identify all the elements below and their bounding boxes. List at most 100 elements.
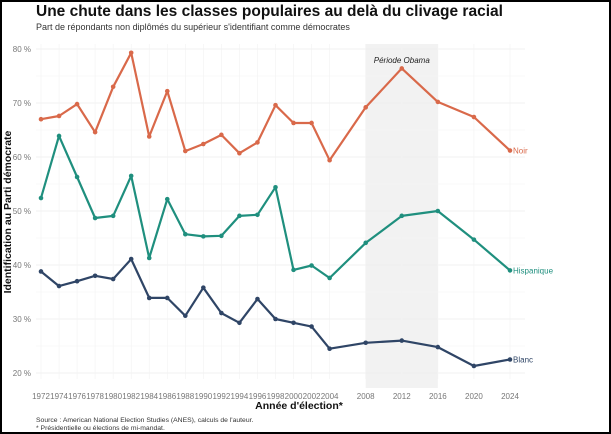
x-tick-label: 2002 <box>303 392 321 401</box>
x-tick-label: 2008 <box>357 392 375 401</box>
data-point-blanc <box>56 283 62 289</box>
data-point-blanc <box>201 285 206 290</box>
y-tick-label: 60 % <box>13 153 31 162</box>
data-point-hispanique <box>164 196 170 202</box>
chart-subtitle: Part de répondants non diplômés du supér… <box>36 22 350 32</box>
data-point-blanc <box>219 310 224 316</box>
data-point-blanc <box>38 269 44 274</box>
data-point-noir <box>110 84 116 90</box>
data-point-blanc <box>110 276 116 282</box>
data-point-blanc <box>309 324 314 329</box>
x-tick-label: 2012 <box>393 392 411 401</box>
data-point-blanc <box>273 316 278 322</box>
x-tick-label: 1978 <box>86 392 104 401</box>
x-tick-label: 2000 <box>285 392 303 401</box>
data-point-noir <box>471 114 477 120</box>
x-tick-label: 2020 <box>465 392 483 401</box>
x-tick-label: 1972 <box>32 392 50 401</box>
series-label-noir: Noir <box>513 147 528 156</box>
data-point-blanc <box>291 320 296 326</box>
y-tick-label: 20 % <box>13 369 31 378</box>
data-point-hispanique <box>128 173 134 179</box>
data-point-blanc <box>255 296 260 302</box>
data-point-hispanique <box>183 231 188 237</box>
data-point-noir <box>38 116 44 122</box>
data-point-noir <box>74 101 80 107</box>
data-point-blanc <box>399 338 405 343</box>
data-point-noir <box>237 150 242 156</box>
x-tick-label: 2024 <box>501 392 519 401</box>
data-point-hispanique <box>110 213 116 219</box>
y-tick-label: 40 % <box>13 261 31 270</box>
x-tick-label: 1986 <box>158 392 176 401</box>
data-point-hispanique <box>146 255 152 261</box>
data-point-noir <box>363 105 368 110</box>
data-point-noir <box>435 99 441 105</box>
x-tick-label: 1984 <box>140 392 158 401</box>
data-point-noir <box>219 132 224 138</box>
data-point-hispanique <box>92 215 98 221</box>
footnote-text: * Présidentielle ou élections de mi-mand… <box>36 424 165 432</box>
x-tick-label: 1982 <box>122 392 140 401</box>
data-point-blanc <box>327 346 332 352</box>
y-axis-title: Identification au Parti démocrate <box>2 130 14 294</box>
x-tick-label: 1996 <box>249 392 267 401</box>
series-label-hispanique: Hispanique <box>513 266 554 275</box>
x-tick-label: 1992 <box>212 392 230 401</box>
data-point-noir <box>255 140 260 145</box>
data-point-noir <box>128 50 134 56</box>
data-point-noir <box>291 120 296 126</box>
data-point-blanc <box>435 344 441 350</box>
data-point-blanc <box>164 295 170 301</box>
data-point-hispanique <box>507 268 513 273</box>
x-tick-label: 1988 <box>176 392 194 401</box>
source-text: Source : American National Election Stud… <box>36 417 254 424</box>
data-point-hispanique <box>219 233 224 239</box>
data-point-blanc <box>237 320 242 326</box>
data-point-blanc <box>471 363 477 369</box>
data-point-noir <box>164 88 170 94</box>
data-point-hispanique <box>363 240 368 246</box>
y-tick-label: 50 % <box>13 207 31 216</box>
data-point-hispanique <box>327 275 332 281</box>
x-tick-label: 1976 <box>68 392 86 401</box>
data-point-noir <box>309 120 314 126</box>
series-label-blanc: Blanc <box>513 356 533 365</box>
x-tick-label: 1974 <box>50 392 68 401</box>
data-point-hispanique <box>309 263 314 268</box>
data-point-hispanique <box>273 184 278 190</box>
y-tick-label: 80 % <box>13 45 31 54</box>
data-point-noir <box>327 157 332 163</box>
series-line-blanc <box>39 258 512 368</box>
data-point-hispanique <box>255 212 260 218</box>
data-point-hispanique <box>399 213 405 219</box>
data-point-hispanique <box>291 267 296 273</box>
y-tick-label: 70 % <box>13 99 31 108</box>
data-point-hispanique <box>435 208 441 214</box>
y-tick-label: 30 % <box>13 315 31 324</box>
data-point-noir <box>56 113 62 119</box>
data-point-hispanique <box>74 174 80 180</box>
x-tick-label: 2016 <box>429 392 447 401</box>
x-axis-title: Année d'élection* <box>255 400 343 412</box>
data-point-noir <box>507 148 513 153</box>
data-point-noir <box>399 66 405 71</box>
data-point-noir <box>201 141 206 147</box>
data-point-hispanique <box>38 195 44 201</box>
data-point-noir <box>183 148 188 154</box>
data-point-hispanique <box>471 237 477 242</box>
x-tick-label: 2004 <box>321 392 339 401</box>
data-point-hispanique <box>237 213 242 219</box>
data-point-blanc <box>507 357 513 362</box>
x-tick-label: 1980 <box>104 392 122 401</box>
data-point-noir <box>273 102 278 108</box>
data-point-blanc <box>183 313 188 319</box>
chart-title: Une chute dans les classes populaires au… <box>36 3 503 20</box>
x-tick-label: 1990 <box>194 392 212 401</box>
data-point-blanc <box>92 273 98 279</box>
data-point-blanc <box>74 278 80 284</box>
data-point-noir <box>146 134 152 139</box>
data-point-blanc <box>146 295 152 301</box>
data-point-blanc <box>128 256 134 262</box>
